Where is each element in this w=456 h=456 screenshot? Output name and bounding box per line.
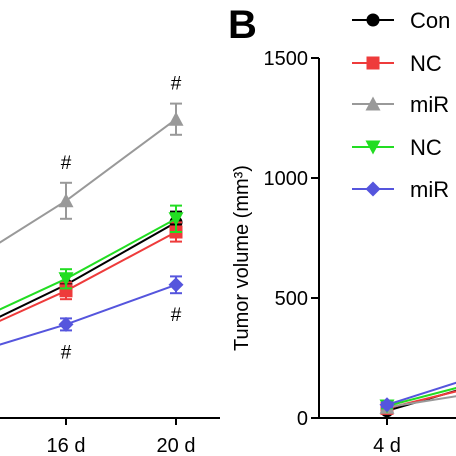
x-tick-label-a: 16 d (47, 435, 86, 456)
significance-mark: # (171, 305, 182, 326)
data-point (58, 316, 74, 332)
series-a-2 (0, 102, 184, 244)
legend-entry: Con (352, 8, 450, 33)
significance-mark: # (61, 153, 72, 174)
series-line (0, 283, 177, 346)
series-line (386, 395, 456, 409)
legend-entry: miR (352, 177, 449, 202)
series-line (0, 118, 177, 244)
legend: Con NC miR NC miR (352, 8, 450, 202)
y-tick-label-b: 500 (275, 288, 308, 310)
x-tick-label-b: 4 d (373, 435, 401, 456)
series-a-4 (0, 275, 184, 346)
significance-mark: # (171, 74, 182, 95)
significance-mark: # (61, 342, 72, 363)
legend-label: NC (410, 51, 442, 76)
legend-marker (366, 56, 380, 70)
series-a-1 (0, 221, 183, 322)
data-point (168, 212, 184, 227)
legend-label: NC (410, 135, 442, 160)
legend-label: Con (410, 8, 450, 33)
panel-b: B 0 500 1000 1500 Tumor volume (mm³) 4 d (228, 3, 456, 456)
series-line (386, 381, 456, 406)
series-line (0, 231, 177, 322)
legend-label: miR (410, 177, 449, 202)
panel-label-b: B (228, 3, 257, 47)
legend-label: miR (410, 92, 449, 117)
y-tick-label-b: 0 (297, 408, 308, 430)
legend-entry: miR (352, 92, 449, 117)
y-tick-label-b: 1500 (264, 48, 309, 70)
x-tick-label-a: 20 d (157, 435, 196, 456)
data-point (168, 111, 184, 126)
legend-marker (365, 181, 381, 197)
data-point (58, 193, 74, 208)
data-point (58, 272, 74, 287)
y-tick-label-b: 1000 (264, 168, 309, 190)
series-a-3 (0, 204, 184, 311)
legend-entry: NC (352, 51, 442, 76)
y-axis-label-b: Tumor volume (mm³) (231, 165, 253, 351)
data-point (168, 277, 184, 293)
data-point (379, 397, 395, 413)
panel-a: 16 d 20 d # # # # (0, 74, 220, 456)
legend-marker (365, 96, 381, 111)
legend-marker (366, 13, 380, 27)
legend-entry: NC (352, 135, 442, 160)
legend-marker (365, 140, 381, 155)
series-b-4 (379, 381, 456, 413)
series-line (0, 217, 177, 311)
series-line (386, 387, 456, 407)
